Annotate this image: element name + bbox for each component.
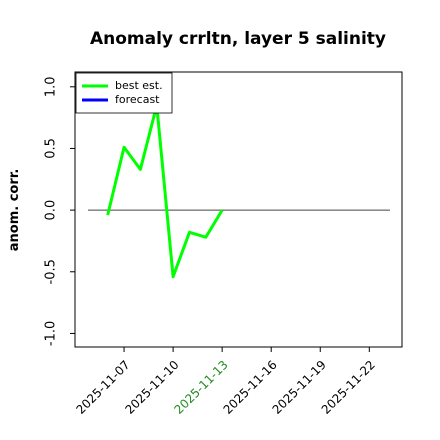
data-line [106, 103, 224, 279]
y-tick-label: 0.0 [44, 200, 59, 221]
chart-title: Anomaly crrltn, layer 5 salinity [90, 29, 386, 49]
y-tick-label: -1.0 [44, 321, 59, 346]
y-axis-label: anom. corr. [7, 169, 22, 252]
legend-box [75, 72, 173, 114]
y-tick-label: 0.5 [44, 138, 59, 159]
legend: best est.forecast [75, 72, 173, 114]
legend-label: best est. [115, 79, 163, 92]
legend-label: forecast [115, 93, 160, 106]
plot-frame [74, 71, 403, 348]
y-tick-label: 1.0 [44, 76, 59, 97]
y-tick-label: -0.5 [44, 259, 59, 284]
